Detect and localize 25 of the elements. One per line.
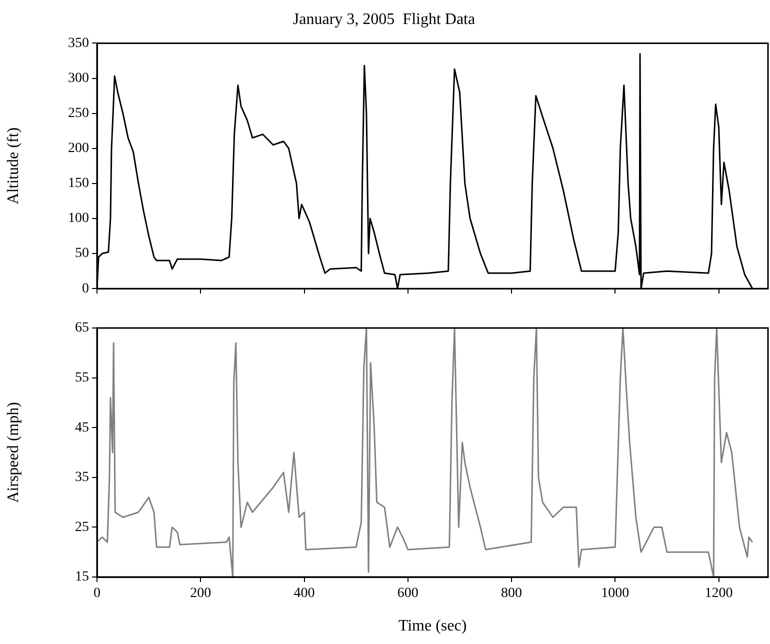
- x-tick-label: 800: [501, 586, 522, 602]
- x-tick-label: 1000: [601, 586, 630, 602]
- y-tick-label: 55: [75, 370, 89, 386]
- y-tick-label: 65: [75, 320, 89, 336]
- y-tick-label: 200: [68, 141, 89, 156]
- x-tick-label: 200: [190, 586, 212, 602]
- chart-title: January 3, 2005 Flight Data: [292, 10, 476, 28]
- x-tick-label: 600: [397, 586, 418, 602]
- x-tick-label: 1200: [704, 586, 733, 602]
- y-tick-label: 50: [75, 246, 89, 262]
- y-tick-label: 250: [68, 106, 89, 121]
- y-tick-label: 150: [68, 176, 89, 192]
- y-axis-title: Airspeed (mph): [4, 402, 22, 503]
- y-tick-label: 350: [68, 36, 89, 51]
- x-tick-label: 400: [294, 586, 315, 602]
- y-tick-label: 100: [68, 211, 89, 226]
- y-tick-label: 35: [75, 470, 89, 486]
- y-tick-label: 45: [75, 420, 89, 436]
- x-tick-label: 0: [94, 586, 100, 602]
- x-axis-title: Time (sec): [398, 618, 467, 635]
- y-tick-label: 25: [75, 520, 89, 535]
- y-tick-label: 15: [75, 570, 89, 585]
- y-tick-label: 300: [68, 70, 89, 86]
- y-axis-title: Altitude (ft): [4, 127, 22, 204]
- y-tick-label: 0: [82, 281, 89, 296]
